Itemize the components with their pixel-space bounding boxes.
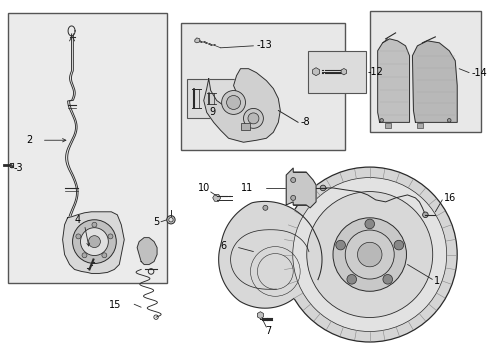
Circle shape (76, 234, 81, 239)
Circle shape (346, 274, 356, 284)
Polygon shape (377, 39, 408, 122)
Polygon shape (194, 38, 200, 43)
Circle shape (92, 222, 97, 227)
Circle shape (447, 118, 450, 122)
Polygon shape (137, 238, 157, 265)
Circle shape (88, 236, 100, 248)
Circle shape (357, 242, 381, 267)
Circle shape (166, 216, 175, 224)
Polygon shape (285, 168, 315, 208)
Bar (307, 51, 365, 93)
Text: 7: 7 (264, 326, 271, 336)
Circle shape (306, 192, 432, 318)
Circle shape (345, 230, 393, 279)
Circle shape (364, 219, 374, 229)
Circle shape (81, 228, 108, 256)
Text: 11: 11 (241, 183, 253, 193)
Text: -8: -8 (300, 117, 309, 127)
Circle shape (332, 218, 406, 291)
Text: -13: -13 (256, 40, 272, 50)
Polygon shape (412, 41, 456, 122)
Bar (8, 13, 166, 283)
Circle shape (335, 240, 345, 250)
Text: 16: 16 (444, 193, 456, 203)
Circle shape (282, 167, 456, 342)
Circle shape (102, 253, 106, 258)
Bar (384, 123, 390, 128)
Circle shape (320, 185, 325, 191)
Text: 4: 4 (74, 215, 81, 225)
Text: 5: 5 (152, 217, 159, 227)
Circle shape (226, 95, 240, 109)
Circle shape (290, 195, 295, 201)
Polygon shape (62, 212, 124, 274)
Text: -14: -14 (470, 68, 486, 78)
Circle shape (221, 91, 245, 114)
Circle shape (168, 217, 173, 222)
Circle shape (290, 177, 295, 183)
Circle shape (263, 205, 267, 210)
Circle shape (243, 108, 263, 128)
Circle shape (393, 240, 403, 250)
Bar (417, 123, 423, 128)
Circle shape (379, 118, 383, 122)
Bar (240, 123, 250, 130)
Text: 9: 9 (209, 107, 215, 117)
Text: 6: 6 (220, 240, 226, 251)
Circle shape (108, 234, 113, 239)
Text: 10: 10 (197, 183, 209, 193)
Circle shape (292, 177, 446, 332)
Text: 15: 15 (109, 300, 121, 310)
Circle shape (82, 253, 87, 258)
Bar (369, 11, 480, 132)
Polygon shape (218, 201, 322, 308)
Circle shape (382, 274, 392, 284)
Bar (186, 78, 234, 118)
Circle shape (422, 212, 427, 217)
Polygon shape (203, 69, 280, 142)
Text: -3: -3 (14, 163, 23, 173)
Text: 1: 1 (433, 276, 440, 286)
Bar (181, 23, 344, 150)
Text: 2: 2 (27, 135, 33, 145)
Circle shape (247, 113, 258, 124)
Text: -12: -12 (367, 67, 383, 77)
Circle shape (72, 220, 116, 264)
